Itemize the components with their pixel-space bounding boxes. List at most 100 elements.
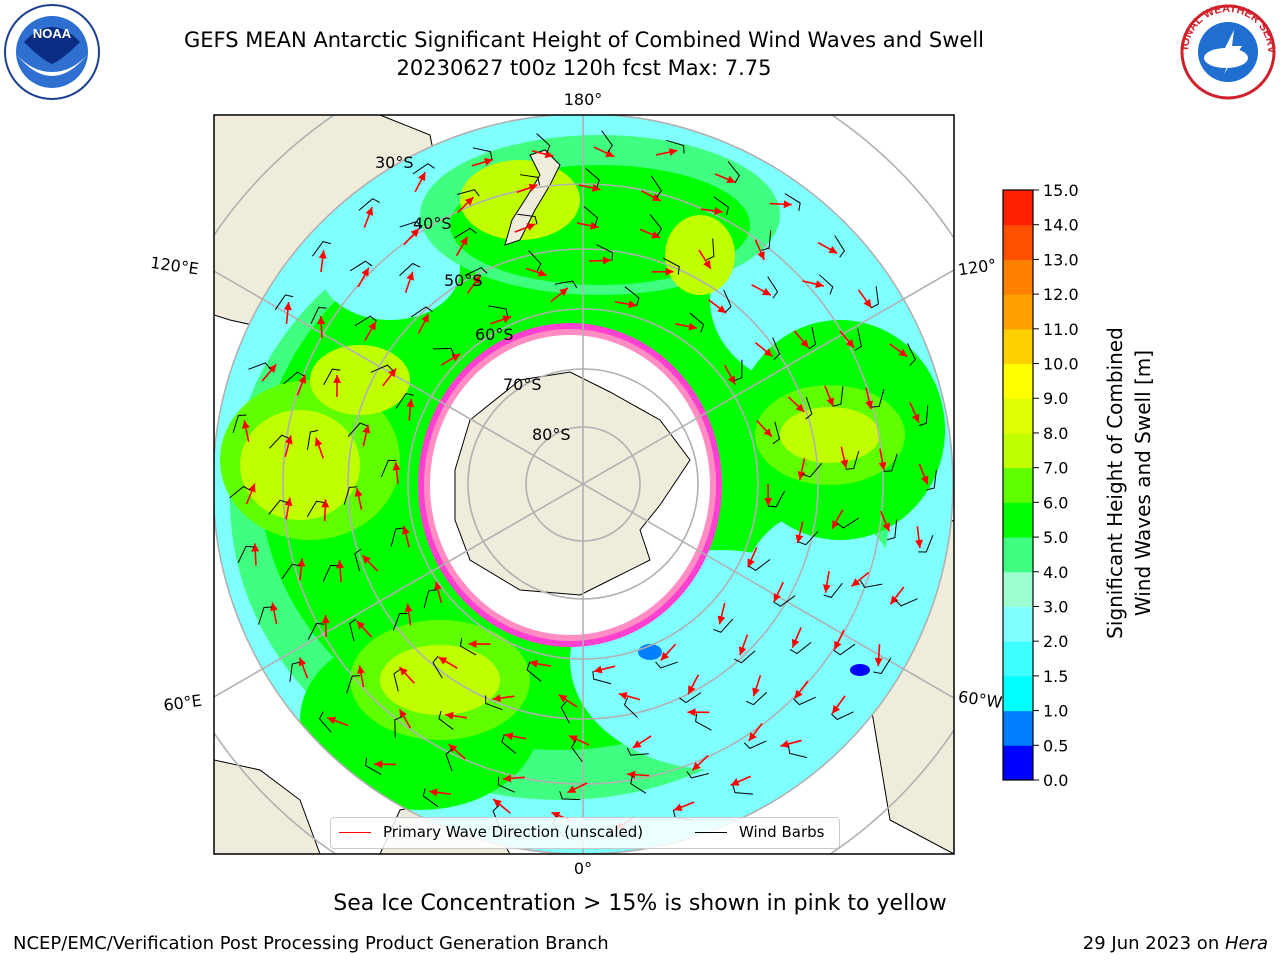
colorbar-cell: [1003, 328, 1033, 365]
colorbar-cell: [1003, 467, 1033, 503]
wave-arrow-head: [526, 223, 536, 231]
wave-direction-arrows: [241, 146, 929, 831]
wind-barb: [307, 622, 325, 640]
wave-arrow-head: [438, 657, 448, 665]
wave-arrow-head: [421, 313, 429, 323]
wind-barb: [560, 700, 570, 724]
wave-arrow-head: [800, 339, 809, 348]
wave-arrow-head: [298, 374, 307, 384]
wave-arrow-head: [356, 620, 366, 630]
lat-label-70s: 70°S: [503, 375, 542, 394]
wave-arrow-head: [406, 398, 415, 408]
lat-label-30s: 30°S: [375, 153, 414, 172]
wave-arrow-head: [559, 287, 568, 297]
wind-barb: [395, 392, 414, 409]
wind-barb: [873, 657, 892, 675]
wave-arrow-head: [797, 471, 806, 480]
wave-arrow-head: [472, 275, 481, 285]
wind-barb: [343, 486, 358, 505]
wind-barb: [789, 641, 812, 655]
wave-arrow-head: [269, 602, 278, 612]
wind-barb: [706, 238, 715, 261]
lat-label-80s: 80°S: [532, 425, 571, 444]
wind-barb: [346, 675, 361, 694]
wave-arrow-head: [528, 183, 538, 192]
wind-barb: [488, 305, 509, 317]
wind-barb: [601, 130, 613, 153]
legend-wave-label: Primary Wave Direction (unscaled): [383, 823, 644, 841]
wind-barb: [248, 362, 272, 370]
wind-barb: [713, 618, 734, 633]
wave-arrow-head: [399, 709, 407, 719]
wave-arrow-head: [321, 615, 330, 624]
wave-arrow-head: [915, 539, 923, 549]
wind-barb: [788, 745, 808, 759]
wave-arrow-head: [529, 659, 538, 668]
wave-arrow-head: [780, 740, 790, 748]
wave-arrow-head: [504, 732, 514, 741]
wind-barb: [805, 396, 813, 420]
wave-arrow-head: [851, 578, 861, 587]
wind-barb: [883, 453, 898, 472]
wave-arrow-head: [241, 420, 250, 429]
sea-ice-note: Sea Ice Concentration > 15% is shown in …: [333, 891, 947, 916]
wind-barb: [727, 161, 740, 183]
wave-arrow-head: [468, 639, 477, 648]
wind-barb: [649, 214, 663, 236]
wind-barb: [854, 328, 862, 351]
wave-arrow-head: [321, 499, 330, 508]
wave-arrow-head: [333, 374, 342, 383]
wave-arrow-head: [248, 483, 256, 493]
lon-label-120e: 120°E: [149, 253, 200, 279]
wind-barb: [748, 559, 771, 572]
wind-barb: [768, 490, 786, 508]
wind-barb: [732, 784, 754, 795]
colorbar-cell: [1003, 710, 1033, 746]
credit-line: NCEP/EMC/Verification Post Processing Pr…: [13, 933, 609, 954]
colorbar-cell: [1003, 641, 1033, 677]
wind-barb: [306, 500, 325, 517]
colorbar: 0.0 0.5 1.0 1.5 2.0 3.0 4.0 5.0 6.0 7.0 8.0 9.0 10.0…: [1002, 181, 1079, 790]
colorbar-tick-label: 1.5: [1043, 667, 1068, 686]
wind-barb: [650, 175, 662, 198]
colorbar-cell: [1003, 294, 1033, 330]
colorbar-cell: [1003, 259, 1033, 295]
wind-barb: [689, 312, 705, 333]
wave-arrow-head: [327, 716, 337, 725]
colorbar-tick-label: 13.0: [1043, 250, 1079, 269]
wave-arrow-head: [392, 462, 401, 471]
wind-barb: [318, 711, 332, 733]
colorbar-cell: [1003, 190, 1033, 226]
wave-arrow-head: [605, 149, 615, 157]
wave-arrow-head: [795, 534, 804, 544]
wave-arrow-head: [399, 667, 408, 676]
wind-barb: [423, 589, 437, 609]
wind-barb: [464, 267, 488, 276]
wave-arrow-head: [418, 172, 426, 182]
colorbar-tick-label: 12.0: [1043, 285, 1079, 304]
colorbar-label-line1: Significant Height of Combined: [1103, 327, 1127, 639]
colorbar-cell: [1003, 432, 1033, 469]
wave-arrow-head: [460, 236, 468, 246]
wave-arrow-head: [727, 375, 736, 385]
wave-arrow-head: [714, 207, 723, 215]
wave-arrow-head: [783, 200, 792, 209]
wind-barb: [734, 359, 743, 382]
wind-barb: [312, 241, 331, 257]
wind-barb: [232, 414, 247, 433]
wind-barb: [831, 711, 854, 721]
wind-barb: [887, 519, 898, 541]
wave-arrow-head: [717, 615, 726, 625]
wave-arrow-head: [357, 665, 365, 675]
wave-arrow-head: [815, 280, 824, 289]
wind-barb: [845, 451, 860, 470]
wave-arrow-head: [651, 193, 661, 201]
wave-arrow-head: [832, 519, 840, 529]
wind-barb: [347, 422, 368, 437]
wind-barb: [268, 499, 288, 515]
wave-arrow-head: [730, 778, 740, 786]
wind-barb: [918, 535, 934, 553]
wave-arrow-head: [602, 256, 612, 265]
wind-barb: [907, 343, 916, 366]
